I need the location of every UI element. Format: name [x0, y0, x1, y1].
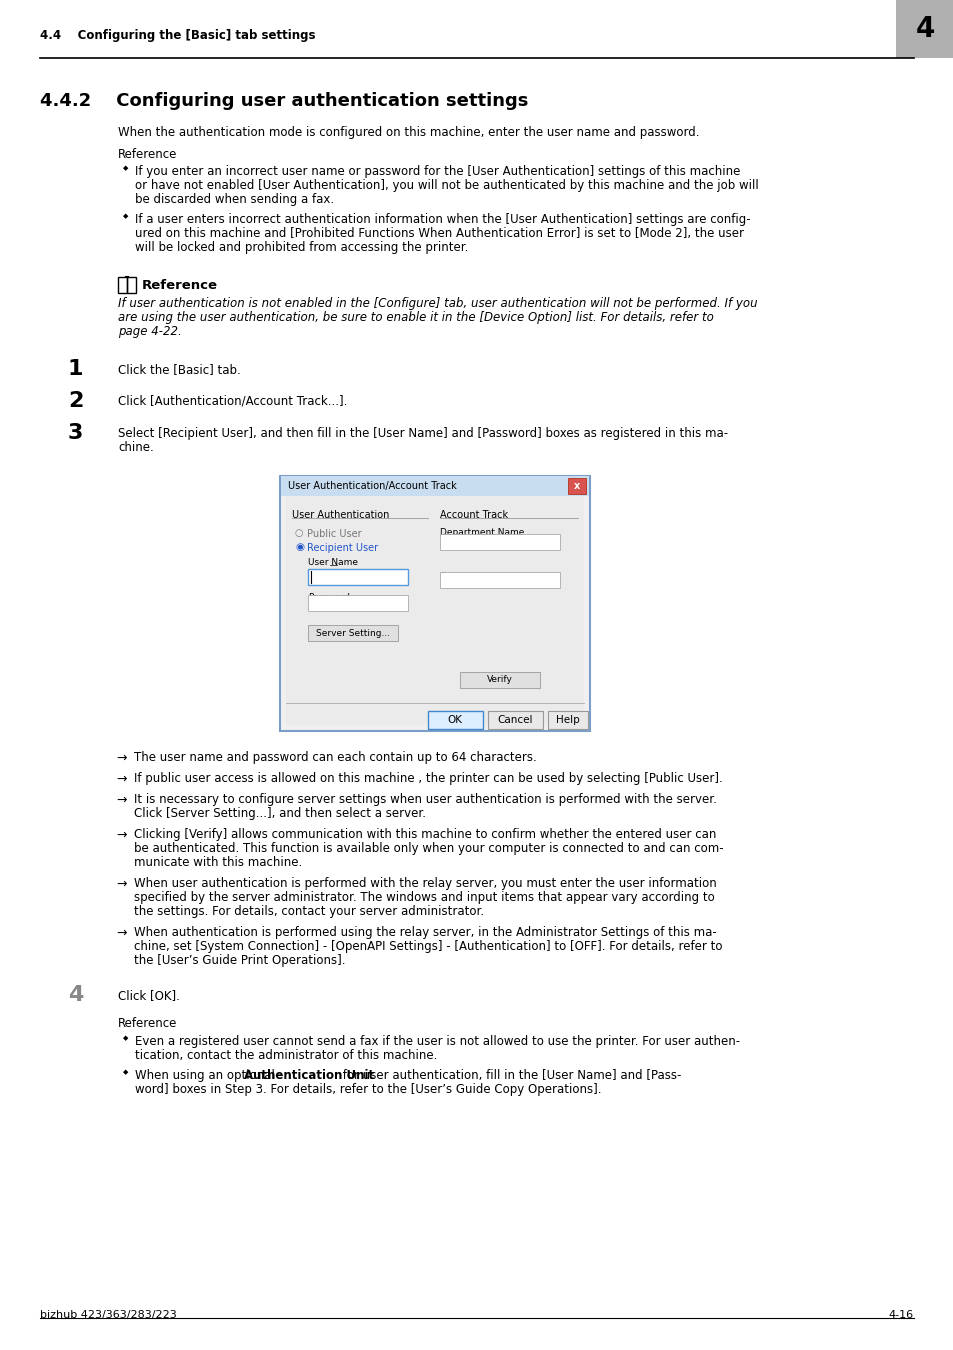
Bar — [567, 478, 585, 494]
Text: Even a registered user cannot send a fax if the user is not allowed to use the p: Even a registered user cannot send a fax… — [135, 1035, 740, 1048]
Bar — [308, 595, 408, 612]
Text: If you enter an incorrect user name or password for the [User Authentication] se: If you enter an incorrect user name or p… — [135, 165, 740, 178]
Text: Department Name: Department Name — [439, 528, 524, 537]
Text: 4-16: 4-16 — [888, 1310, 913, 1320]
Text: Help: Help — [556, 716, 579, 725]
Text: municate with this machine.: municate with this machine. — [133, 856, 302, 869]
Text: The user name and password can each contain up to 64 characters.: The user name and password can each cont… — [133, 751, 537, 764]
Text: →: → — [116, 878, 127, 891]
Text: Click [Authentication/Account Track...].: Click [Authentication/Account Track...]. — [118, 396, 347, 408]
Text: ◉: ◉ — [294, 541, 304, 552]
Text: User Authentication/Account Track: User Authentication/Account Track — [288, 481, 456, 491]
Text: When using an optional: When using an optional — [135, 1069, 278, 1081]
Bar — [488, 711, 542, 729]
Text: 4: 4 — [68, 986, 83, 1004]
Text: the settings. For details, contact your server administrator.: the settings. For details, contact your … — [133, 904, 483, 918]
Text: Verify: Verify — [487, 675, 513, 684]
Bar — [547, 711, 587, 729]
Text: specified by the server administrator. The windows and input items that appear v: specified by the server administrator. T… — [133, 891, 714, 904]
Text: User Name: User Name — [308, 558, 357, 567]
Text: If public user access is allowed on this machine , the printer can be used by se: If public user access is allowed on this… — [133, 772, 722, 784]
Text: Select [Recipient User], and then fill in the [User Name] and [Password] boxes a: Select [Recipient User], and then fill i… — [118, 427, 727, 440]
Text: →: → — [116, 752, 127, 765]
Text: Click [Server Setting...], and then select a server.: Click [Server Setting...], and then sele… — [133, 807, 426, 819]
Text: tication, contact the administrator of this machine.: tication, contact the administrator of t… — [135, 1049, 436, 1062]
Text: Cancel: Cancel — [497, 716, 532, 725]
Text: Authentication Unit: Authentication Unit — [243, 1069, 374, 1081]
Text: bizhub 423/363/283/223: bizhub 423/363/283/223 — [40, 1310, 176, 1320]
Bar — [308, 568, 408, 585]
Text: or have not enabled [User Authentication], you will not be authenticated by this: or have not enabled [User Authentication… — [135, 180, 758, 192]
Text: for user authentication, fill in the [User Name] and [Pass-: for user authentication, fill in the [Us… — [338, 1069, 680, 1081]
Text: 3: 3 — [68, 423, 83, 443]
Text: Click [OK].: Click [OK]. — [118, 990, 180, 1002]
Text: Click the [Basic] tab.: Click the [Basic] tab. — [118, 363, 240, 377]
Bar — [439, 572, 559, 589]
Text: Password: Password — [308, 593, 350, 602]
Text: ured on this machine and [Prohibited Functions When Authentication Error] is set: ured on this machine and [Prohibited Fun… — [135, 227, 743, 240]
Text: Reference: Reference — [118, 1017, 177, 1030]
Text: 1: 1 — [68, 359, 84, 379]
Text: 2: 2 — [68, 392, 83, 410]
Text: Clicking [Verify] allows communication with this machine to confirm whether the : Clicking [Verify] allows communication w… — [133, 828, 716, 841]
Text: 4.4    Configuring the [Basic] tab settings: 4.4 Configuring the [Basic] tab settings — [40, 30, 315, 42]
Text: chine.: chine. — [118, 441, 153, 454]
Bar — [280, 477, 589, 730]
Bar — [428, 711, 482, 729]
Text: OK: OK — [447, 716, 462, 725]
Text: Recipient User: Recipient User — [307, 543, 377, 554]
Text: word] boxes in Step 3. For details, refer to the [User’s Guide Copy Operations].: word] boxes in Step 3. For details, refe… — [135, 1083, 601, 1096]
Text: Account Track: Account Track — [439, 510, 508, 520]
Text: When authentication is performed using the relay server, in the Administrator Se: When authentication is performed using t… — [133, 926, 716, 940]
Text: →: → — [116, 794, 127, 807]
Text: Password: Password — [439, 572, 481, 580]
Text: ◆: ◆ — [123, 1035, 129, 1041]
Text: If user authentication is not enabled in the [Configure] tab, user authenticatio: If user authentication is not enabled in… — [118, 297, 757, 310]
Text: →: → — [116, 927, 127, 940]
Text: chine, set [System Connection] - [OpenAPI Settings] - [Authentication] to [OFF].: chine, set [System Connection] - [OpenAP… — [133, 940, 721, 953]
Bar — [439, 535, 559, 549]
Text: ◆: ◆ — [123, 213, 129, 219]
Bar — [308, 625, 397, 641]
Bar — [459, 672, 539, 688]
Text: If a user enters incorrect authentication information when the [User Authenticat: If a user enters incorrect authenticatio… — [135, 213, 750, 225]
Bar — [118, 277, 127, 293]
Text: ◆: ◆ — [123, 1069, 129, 1075]
Text: →: → — [116, 829, 127, 842]
Text: ◆: ◆ — [123, 165, 129, 171]
Text: will be locked and prohibited from accessing the printer.: will be locked and prohibited from acces… — [135, 242, 468, 254]
Text: 4.4.2    Configuring user authentication settings: 4.4.2 Configuring user authentication se… — [40, 92, 528, 109]
Bar — [286, 495, 583, 725]
Text: x: x — [574, 481, 579, 491]
Text: are using the user authentication, be sure to enable it in the [Device Option] l: are using the user authentication, be su… — [118, 310, 713, 324]
Text: 4: 4 — [914, 15, 934, 43]
Text: Server Setting...: Server Setting... — [315, 629, 390, 637]
Bar — [281, 477, 588, 495]
Text: be discarded when sending a fax.: be discarded when sending a fax. — [135, 193, 334, 207]
Text: Public User: Public User — [307, 529, 361, 539]
Text: Reference: Reference — [142, 279, 218, 292]
Text: be authenticated. This function is available only when your computer is connecte: be authenticated. This function is avail… — [133, 842, 723, 855]
Text: When the authentication mode is configured on this machine, enter the user name : When the authentication mode is configur… — [118, 126, 699, 139]
Text: →: → — [116, 774, 127, 786]
Text: When user authentication is performed with the relay server, you must enter the : When user authentication is performed wi… — [133, 878, 716, 890]
Text: User Authentication: User Authentication — [292, 510, 389, 520]
Text: It is necessary to configure server settings when user authentication is perform: It is necessary to configure server sett… — [133, 792, 716, 806]
Text: Reference: Reference — [118, 148, 177, 161]
Bar — [127, 277, 136, 293]
Bar — [895, 0, 953, 58]
Text: the [User’s Guide Print Operations].: the [User’s Guide Print Operations]. — [133, 954, 345, 967]
Text: ○: ○ — [294, 528, 303, 539]
Text: page 4-22.: page 4-22. — [118, 325, 182, 338]
